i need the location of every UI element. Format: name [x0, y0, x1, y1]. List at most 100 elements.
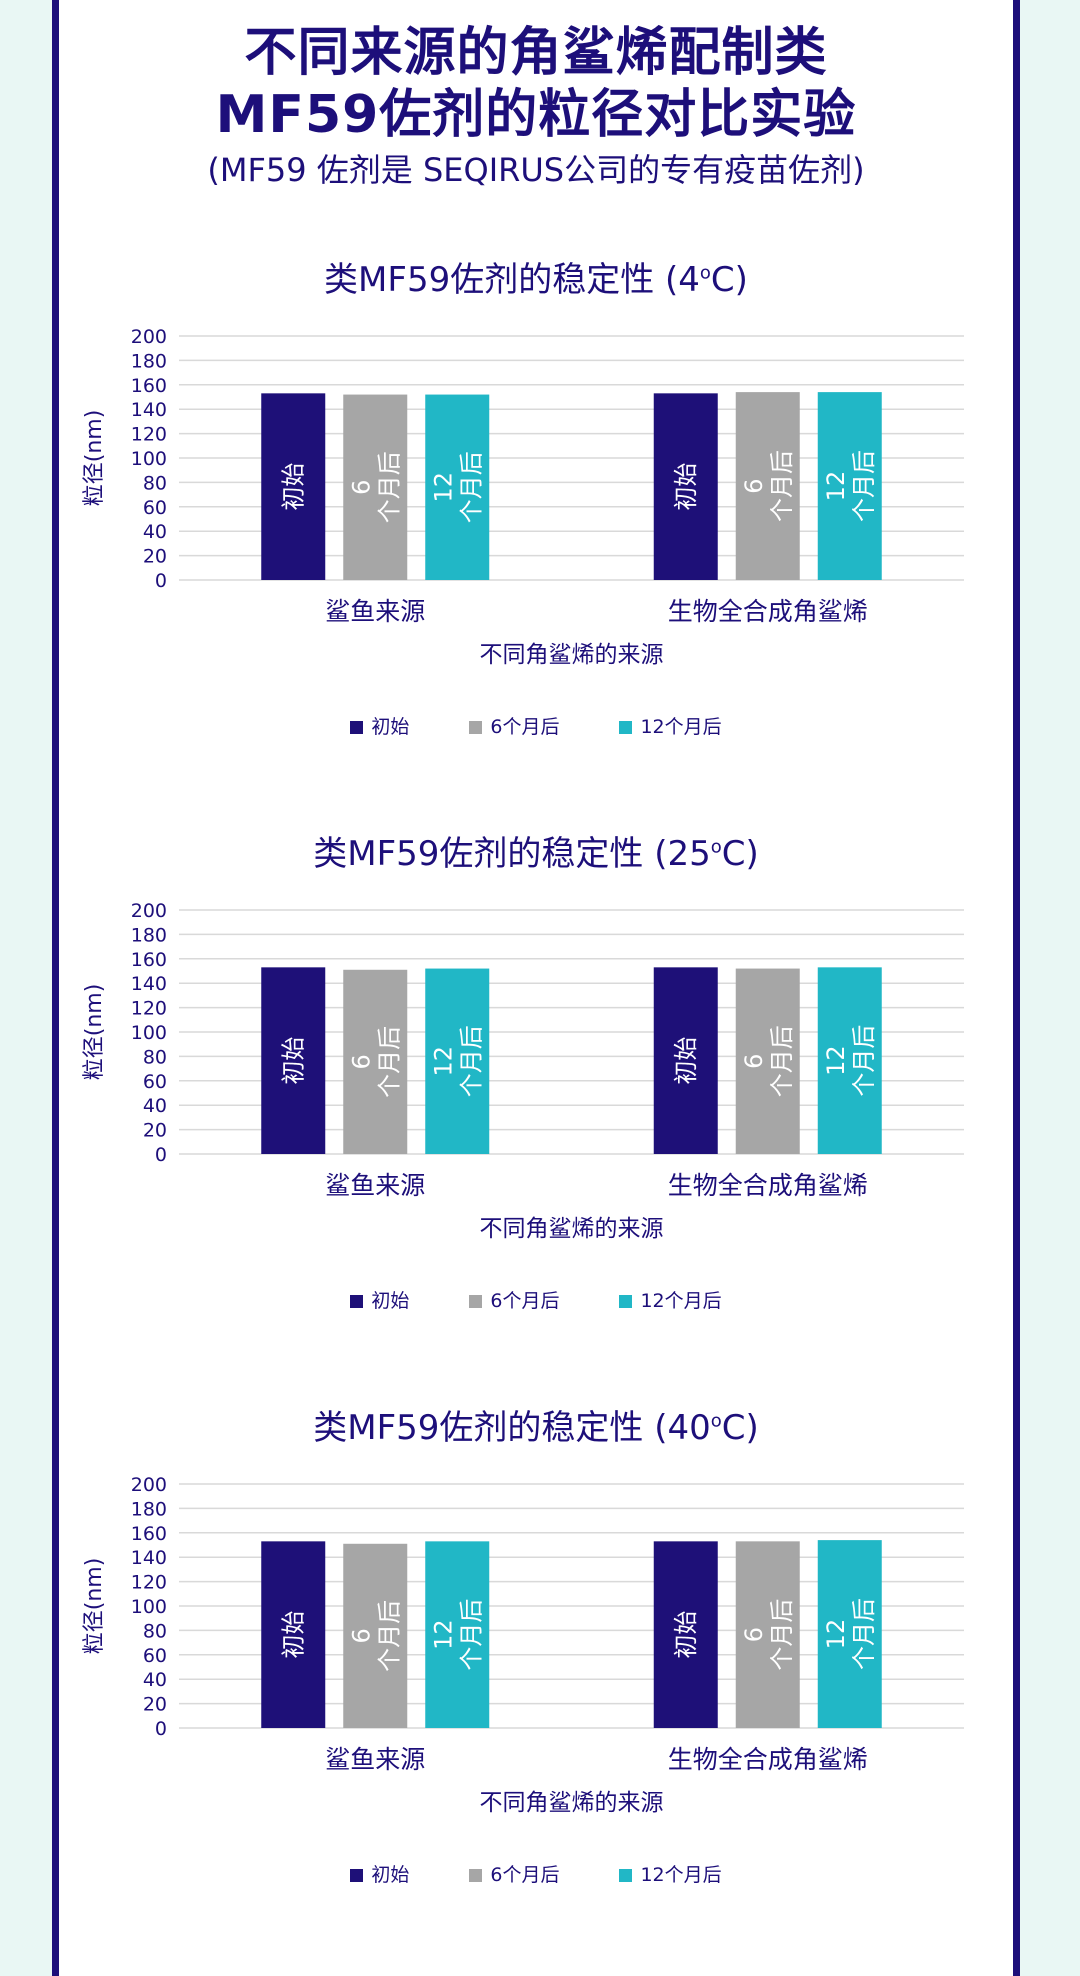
bar-label: 初始 — [672, 1037, 700, 1085]
y-tick-label: 60 — [143, 1645, 167, 1667]
chart-stability-4c: 类MF59佐剂的稳定性 (4oC) 0 20 40 60 80 100 120 140 160 1… — [59, 252, 1013, 812]
y-tick-label: 180 — [131, 1498, 167, 1520]
bar — [817, 967, 882, 1154]
y-tick-label: 200 — [131, 1474, 167, 1496]
bar — [343, 1543, 408, 1728]
bar — [261, 967, 326, 1154]
chart-stability-40c: 类MF59佐剂的稳定性 (40oC) 0 20 40 60 80 100 120 140 160… — [59, 1400, 1013, 1960]
chart-legend: 初始 6个月后 12个月后 — [59, 1286, 1013, 1313]
bar-label: 初始 — [279, 1611, 307, 1659]
y-tick-label: 40 — [143, 1669, 167, 1691]
bar-label: 初始 — [279, 1037, 307, 1085]
bar — [343, 969, 408, 1154]
legend-label: 12个月后 — [640, 1864, 722, 1886]
y-tick-label: 60 — [143, 497, 167, 519]
bar — [653, 393, 718, 580]
y-tick-label: 160 — [131, 1523, 167, 1545]
legend-label: 6个月后 — [490, 1864, 560, 1886]
legend-label: 初始 — [371, 1290, 410, 1312]
chart-legend: 初始 6个月后 12个月后 — [59, 712, 1013, 739]
legend-item: 6个月后 — [469, 712, 559, 739]
legend-swatch — [469, 1869, 483, 1882]
legend-swatch — [469, 721, 483, 734]
y-tick-label: 40 — [143, 521, 167, 543]
bar — [425, 1541, 490, 1728]
bar-label: 12个月后 — [429, 451, 485, 523]
bar-label: 6个月后 — [347, 1600, 403, 1672]
y-tick-label: 120 — [131, 424, 167, 446]
bar-label: 12个月后 — [822, 450, 878, 522]
y-tick-label: 0 — [155, 1144, 167, 1166]
bar — [817, 1540, 882, 1728]
legend-swatch — [350, 1295, 364, 1308]
y-tick-label: 0 — [155, 1718, 167, 1740]
chart-title: 类MF59佐剂的稳定性 (40oC) — [313, 1408, 759, 1448]
bar-label: 初始 — [672, 463, 700, 511]
bar — [425, 394, 490, 580]
bar-label: 初始 — [672, 1611, 700, 1659]
y-tick-label: 160 — [131, 375, 167, 397]
y-tick-label: 20 — [143, 1694, 167, 1716]
category-label: 生物全合成角鲨烯 — [668, 1745, 868, 1774]
y-tick-label: 80 — [143, 1620, 167, 1642]
page-title-line-1: 不同来源的角鲨烯配制类 — [244, 23, 828, 83]
legend-item: 6个月后 — [469, 1860, 559, 1887]
bar-label: 初始 — [279, 463, 307, 511]
bar-label: 12个月后 — [429, 1599, 485, 1671]
bar-label: 12个月后 — [429, 1025, 485, 1097]
legend-label: 初始 — [371, 716, 410, 738]
y-tick-label: 200 — [131, 900, 167, 922]
y-axis-label: 粒径(nm) — [82, 410, 107, 507]
bar — [261, 393, 326, 580]
bar — [425, 968, 490, 1154]
legend-item: 12个月后 — [619, 1286, 722, 1313]
y-tick-label: 120 — [131, 1572, 167, 1594]
legend-label: 6个月后 — [490, 716, 560, 738]
y-tick-label: 20 — [143, 546, 167, 568]
bar-label: 6个月后 — [347, 1026, 403, 1098]
legend-item: 初始 — [350, 1286, 409, 1313]
y-tick-label: 160 — [131, 949, 167, 971]
y-tick-label: 180 — [131, 924, 167, 946]
infographic-panel: 不同来源的角鲨烯配制类 MF59佐剂的粒径对比实验 (MF59 佐剂是 SEQI… — [52, 0, 1020, 1976]
chart-title: 类MF59佐剂的稳定性 (25oC) — [313, 834, 759, 874]
category-label: 生物全合成角鲨烯 — [668, 1171, 868, 1200]
y-tick-label: 100 — [131, 1596, 167, 1618]
bar — [735, 1541, 800, 1728]
category-label: 鲨鱼来源 — [325, 1171, 425, 1200]
y-tick-label: 140 — [131, 1547, 167, 1569]
legend-item: 初始 — [350, 712, 409, 739]
legend-swatch — [350, 721, 364, 734]
bar-label: 12个月后 — [822, 1025, 878, 1097]
page-title-line-2: MF59佐剂的粒径对比实验 — [215, 85, 857, 145]
bar-label: 12个月后 — [822, 1598, 878, 1670]
chart-stability-25c: 类MF59佐剂的稳定性 (25oC) 0 20 40 60 80 100 120 140 160… — [59, 826, 1013, 1386]
y-tick-label: 0 — [155, 570, 167, 592]
y-tick-label: 40 — [143, 1095, 167, 1117]
y-tick-label: 20 — [143, 1120, 167, 1142]
bar — [735, 968, 800, 1154]
category-label: 鲨鱼来源 — [325, 1745, 425, 1774]
legend-label: 初始 — [371, 1864, 410, 1886]
bar-label: 6个月后 — [740, 1599, 796, 1671]
category-label: 鲨鱼来源 — [325, 597, 425, 626]
legend-item: 12个月后 — [619, 712, 722, 739]
bar — [343, 394, 408, 580]
x-axis-label: 不同角鲨烯的来源 — [480, 1216, 664, 1242]
y-tick-label: 60 — [143, 1071, 167, 1093]
y-tick-label: 140 — [131, 973, 167, 995]
chart-title: 类MF59佐剂的稳定性 (4oC) — [324, 260, 748, 300]
legend-label: 12个月后 — [640, 1290, 722, 1312]
category-label: 生物全合成角鲨烯 — [668, 597, 868, 626]
y-tick-label: 80 — [143, 472, 167, 494]
legend-swatch — [619, 1295, 633, 1308]
y-axis-label: 粒径(nm) — [82, 1558, 107, 1655]
page-subtitle: (MF59 佐剂是 SEQIRUS公司的专有疫苗佐剂) — [207, 151, 865, 189]
legend-swatch — [350, 1869, 364, 1882]
y-axis-label: 粒径(nm) — [82, 984, 107, 1081]
legend-label: 6个月后 — [490, 1290, 560, 1312]
x-axis-label: 不同角鲨烯的来源 — [480, 642, 664, 668]
y-tick-label: 140 — [131, 399, 167, 421]
